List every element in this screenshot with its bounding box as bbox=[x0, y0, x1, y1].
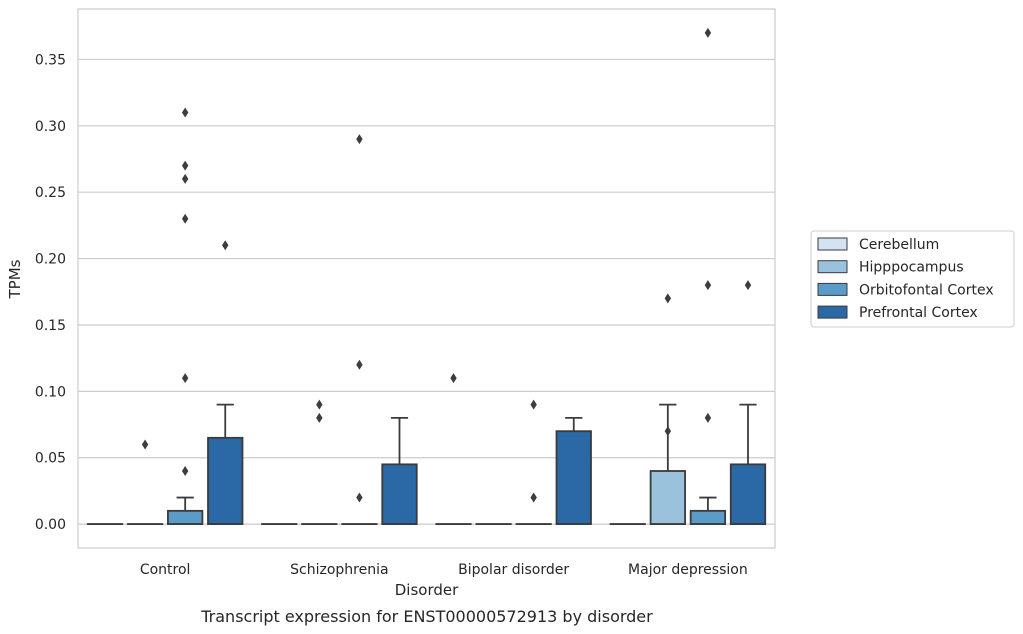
outlier-point bbox=[744, 280, 752, 291]
y-tick-label: 0.25 bbox=[35, 185, 66, 201]
outlier-point bbox=[181, 373, 189, 384]
y-tick-label: 0.00 bbox=[35, 517, 66, 533]
box bbox=[207, 436, 244, 526]
outlier-point bbox=[664, 293, 672, 304]
box-group bbox=[301, 399, 338, 526]
legend-frame bbox=[810, 230, 1015, 328]
y-tick-label: 0.30 bbox=[35, 119, 66, 135]
legend-label: Cerebellum bbox=[859, 237, 939, 253]
box bbox=[167, 509, 204, 526]
y-tick-label: 0.05 bbox=[35, 451, 66, 467]
box-group bbox=[555, 416, 592, 526]
box bbox=[689, 509, 727, 526]
box-group bbox=[381, 416, 418, 526]
x-tick-label: Control bbox=[140, 562, 191, 578]
box bbox=[555, 430, 592, 526]
x-tick-label: Schizophrenia bbox=[290, 562, 388, 578]
outlier-point bbox=[704, 27, 712, 38]
y-tick-labels: 0.00 0.05 0.10 0.15 0.20 0.25 0.30 0.35 bbox=[35, 52, 66, 533]
legend-swatch bbox=[817, 305, 848, 319]
box-group bbox=[515, 399, 552, 526]
box-group bbox=[435, 373, 472, 526]
outlier-point bbox=[181, 466, 189, 476]
legend-swatch bbox=[817, 237, 848, 251]
y-tick-label: 0.15 bbox=[35, 318, 66, 334]
box-group bbox=[689, 27, 727, 526]
x-tick-labels: Control Schizophrenia Bipolar disorder Majo… bbox=[140, 562, 748, 578]
y-axis-title: TPMs bbox=[6, 259, 24, 299]
box bbox=[381, 463, 418, 526]
chart-caption: Transcript expression for ENST0000057291… bbox=[200, 607, 653, 626]
box-group bbox=[207, 240, 244, 526]
legend-label: Prefrontal Cortex bbox=[859, 305, 978, 321]
box bbox=[729, 463, 767, 526]
outlier-point bbox=[181, 213, 189, 224]
outlier-point bbox=[181, 160, 189, 171]
plot-area-frame bbox=[77, 8, 776, 549]
outlier-point bbox=[704, 280, 712, 291]
box bbox=[649, 470, 686, 526]
outlier-point bbox=[181, 107, 189, 118]
outlier-point bbox=[316, 412, 323, 423]
box-series bbox=[86, 27, 767, 526]
legend: Cerebellum Hipppocampus Orbitofontal Corte… bbox=[810, 230, 1015, 328]
legend-label: Hipppocampus bbox=[859, 260, 964, 276]
box-group bbox=[649, 293, 686, 526]
legend-swatch bbox=[817, 260, 848, 274]
y-tick-label: 0.35 bbox=[35, 52, 66, 68]
outlier-point bbox=[664, 426, 672, 437]
outlier-point bbox=[316, 399, 323, 410]
box-group bbox=[729, 280, 767, 526]
outlier-point bbox=[530, 399, 537, 410]
plot-area-background bbox=[78, 9, 775, 548]
box-group bbox=[126, 439, 164, 526]
y-tick-label: 0.20 bbox=[35, 252, 66, 268]
outlier-point bbox=[704, 412, 712, 423]
x-axis-title: Disorder bbox=[395, 581, 459, 599]
legend-label: Orbitofontal Cortex bbox=[859, 282, 994, 298]
y-tick-label: 0.10 bbox=[35, 384, 66, 400]
outlier-point bbox=[356, 134, 363, 145]
box-group bbox=[167, 107, 204, 526]
outlier-point bbox=[356, 359, 363, 370]
legend-swatch bbox=[817, 282, 848, 296]
x-tick-label: Major depression bbox=[628, 562, 748, 578]
gridlines bbox=[78, 58, 775, 525]
x-tick-label: Bipolar disorder bbox=[458, 562, 569, 578]
box-group bbox=[341, 134, 378, 526]
outlier-point bbox=[181, 173, 189, 184]
outlier-point bbox=[530, 492, 537, 503]
outlier-point bbox=[222, 240, 229, 251]
outlier-point bbox=[450, 373, 457, 384]
outlier-point bbox=[356, 492, 363, 503]
outlier-point bbox=[141, 439, 149, 450]
